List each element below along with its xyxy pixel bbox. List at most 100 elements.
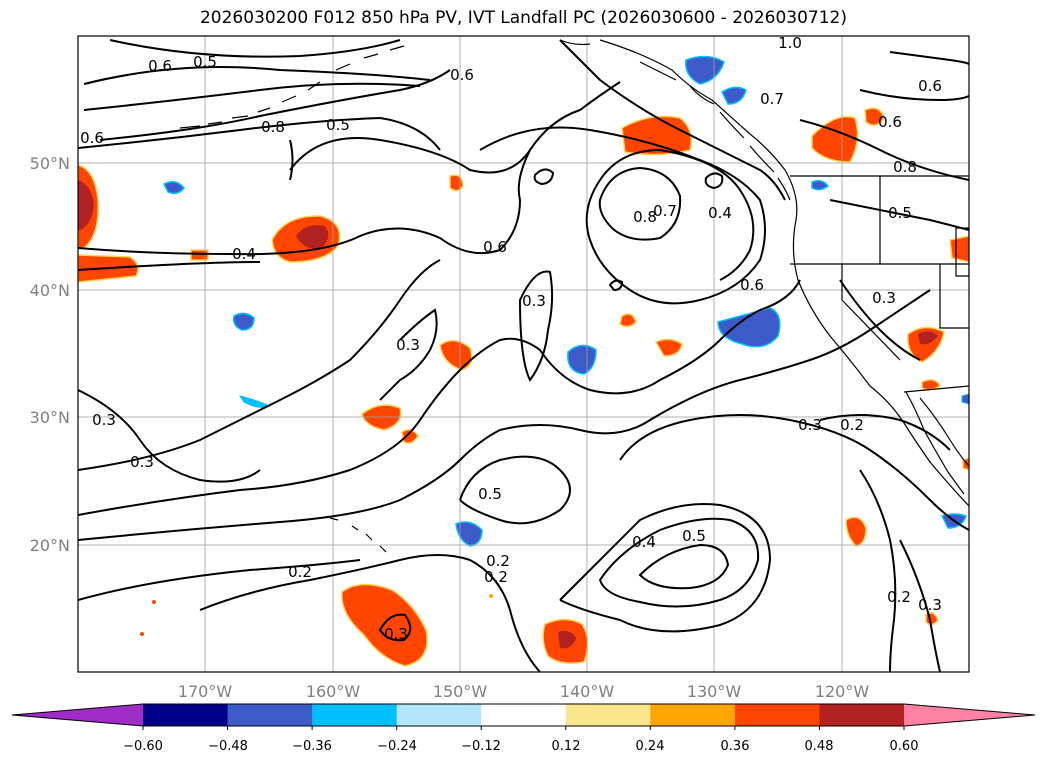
colorbar-tick-label: −0.24 xyxy=(377,739,417,754)
positive-anomaly-region xyxy=(439,339,473,371)
negative-anomaly-region xyxy=(567,344,597,375)
lon-tick-label: 150°W xyxy=(433,682,488,701)
colorbar-tick-label: 0.60 xyxy=(890,739,919,754)
positive-anomaly-region xyxy=(864,107,885,126)
contour-label: 0.3 xyxy=(384,625,408,643)
colorbar-tick-label: −0.36 xyxy=(292,739,332,754)
map-frame xyxy=(77,35,970,673)
positive-anomaly-region xyxy=(401,429,419,444)
colorbar-tick-label: −0.48 xyxy=(208,739,248,754)
negative-anomaly-region xyxy=(162,181,185,195)
contour-label: 0.7 xyxy=(653,202,677,220)
positive-anomaly-region xyxy=(449,174,464,192)
us-mexico-border xyxy=(903,385,969,393)
colorbar-extend-min xyxy=(12,704,143,726)
north-america-coastline xyxy=(599,39,969,507)
positive-anomaly-core xyxy=(78,180,94,230)
contour-label: 0.6 xyxy=(148,57,172,75)
map-title: 2026030200 F012 850 hPa PV, IVT Landfall… xyxy=(199,8,847,28)
lat-tick-label: 50°N xyxy=(30,154,70,173)
positive-anomaly-core xyxy=(558,630,576,649)
lat-tick-label: 30°N xyxy=(30,408,70,427)
contour-label: 0.8 xyxy=(261,118,285,136)
gulf-of-california-coast xyxy=(919,397,969,467)
colorbar-tick-label: −0.60 xyxy=(123,739,163,754)
colorbar-segment xyxy=(227,704,313,726)
lon-tick-label: 170°W xyxy=(178,682,233,701)
negative-anomaly-region xyxy=(238,395,272,408)
contour-label: 0.3 xyxy=(798,416,822,434)
negative-anomaly-region xyxy=(811,179,830,191)
positive-anomaly-region xyxy=(621,115,692,156)
colorbar-segment xyxy=(396,704,482,726)
contour-label: 0.6 xyxy=(918,77,942,95)
lon-tick-label: 160°W xyxy=(306,682,361,701)
positive-anomaly-region xyxy=(921,379,941,391)
colorbar xyxy=(11,703,1036,730)
contour-label: 0.3 xyxy=(522,292,546,310)
colorbar-segment xyxy=(565,704,651,726)
positive-anomaly-region xyxy=(949,235,969,263)
negative-anomaly-region xyxy=(721,86,747,105)
contour-label: 0.8 xyxy=(893,158,917,176)
colorbar-tick-label: 0.24 xyxy=(636,739,665,754)
contour-label: 0.5 xyxy=(888,204,912,222)
colorbar-segment xyxy=(734,704,820,726)
colorbar-segment xyxy=(481,704,567,726)
negative-anomaly-region xyxy=(685,55,725,85)
positive-anomaly-region xyxy=(361,404,402,431)
contour-label: 0.4 xyxy=(632,533,656,551)
contour-label: 0.5 xyxy=(326,116,350,134)
contour-label: 0.6 xyxy=(740,276,764,294)
colorbar-tick-label: −0.12 xyxy=(461,739,501,754)
state-border xyxy=(841,264,901,361)
baja-california-coastline xyxy=(905,391,965,495)
contour-label: 0.2 xyxy=(840,416,864,434)
positive-anomaly-region xyxy=(654,338,683,357)
lat-tick-labels: 20°N 30°N 40°N 50°N xyxy=(30,154,70,555)
contour-label: 0.3 xyxy=(872,289,896,307)
positive-anomaly-core xyxy=(918,331,938,345)
lon-tick-label: 140°W xyxy=(560,682,615,701)
positive-anomaly-region xyxy=(190,249,209,261)
positive-anomaly-region xyxy=(619,313,637,328)
colorbar-extend-max xyxy=(904,704,1035,726)
contour-label: 0.3 xyxy=(92,411,116,429)
alaska-coastline xyxy=(559,39,791,201)
contour-label: 0.2 xyxy=(887,588,911,606)
colorbar-segment xyxy=(650,704,736,726)
contour-label: 0.2 xyxy=(486,552,510,570)
negative-anomaly-region xyxy=(961,393,969,405)
contour-label: 0.8 xyxy=(633,208,657,226)
contour-label: 0.4 xyxy=(232,245,256,263)
contour-label: 0.5 xyxy=(193,53,217,71)
lat-tick-label: 20°N xyxy=(30,536,70,555)
colorbar-tick-label: 0.12 xyxy=(552,739,581,754)
contour-label: 0.3 xyxy=(396,336,420,354)
hawaiian-islands xyxy=(329,517,387,553)
colorbar-segment xyxy=(819,704,905,726)
contour-label: 0.3 xyxy=(130,453,154,471)
contour-label: 0.5 xyxy=(478,485,502,503)
positive-anomaly-core xyxy=(296,225,329,249)
contour-labels: 0.6 0.5 0.8 0.5 0.6 0.6 1.0 0.6 0.7 0.6 … xyxy=(80,34,942,643)
positive-anomaly-region xyxy=(341,583,428,667)
positive-anomaly-region xyxy=(811,116,859,163)
pv-anomaly-fills xyxy=(78,55,969,667)
lon-tick-label: 130°W xyxy=(687,682,742,701)
contour-label: 1.0 xyxy=(778,34,802,52)
contour-label: 0.6 xyxy=(878,113,902,131)
colorbar-segment xyxy=(312,704,398,726)
lon-tick-label: 120°W xyxy=(815,682,870,701)
pv-contours xyxy=(78,39,969,672)
contour-label: 0.7 xyxy=(760,90,784,108)
contour-label: 0.2 xyxy=(288,563,312,581)
colorbar-tick-labels: −0.60 −0.48 −0.36 −0.24 −0.12 0.12 0.24 … xyxy=(123,739,918,754)
lon-tick-labels: 170°W 160°W 150°W 140°W 130°W 120°W xyxy=(178,682,870,701)
contour-label: 0.4 xyxy=(708,204,732,222)
lat-tick-label: 40°N xyxy=(30,281,70,300)
contour-label: 0.5 xyxy=(682,527,706,545)
contour-label: 0.6 xyxy=(80,129,104,147)
negative-anomaly-region xyxy=(717,307,781,348)
